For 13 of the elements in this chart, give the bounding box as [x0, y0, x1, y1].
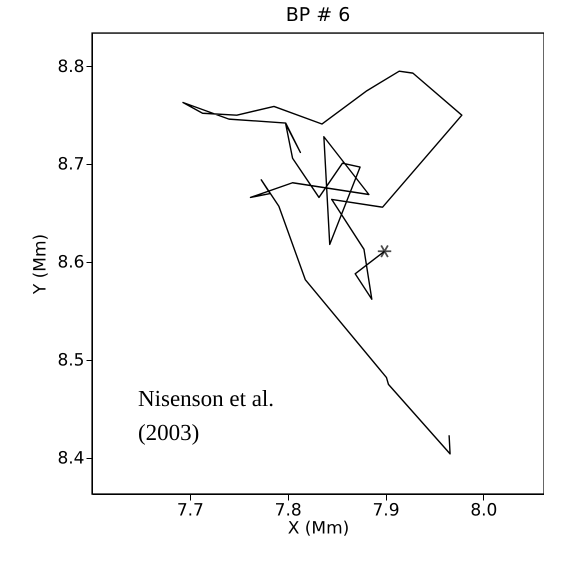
y-tick-label: 8.5: [57, 350, 84, 370]
chart-title: BP # 6: [286, 4, 350, 26]
x-tick-label: 7.8: [274, 500, 302, 520]
y-tick-label: 8.7: [57, 154, 84, 175]
y-tick-label: 8.6: [57, 252, 84, 273]
y-axis-title: Y (Mm): [30, 234, 50, 296]
x-tick-label: 7.9: [372, 500, 400, 520]
x-tick-label: 7.7: [176, 500, 204, 520]
y-tick-label: 8.4: [57, 448, 84, 468]
y-tick-label: 8.8: [57, 56, 84, 77]
x-axis-title: X (Mm): [288, 518, 350, 538]
x-tick-label: 8.0: [470, 500, 498, 520]
annotation: Nisenson et al. (2003): [138, 386, 274, 445]
